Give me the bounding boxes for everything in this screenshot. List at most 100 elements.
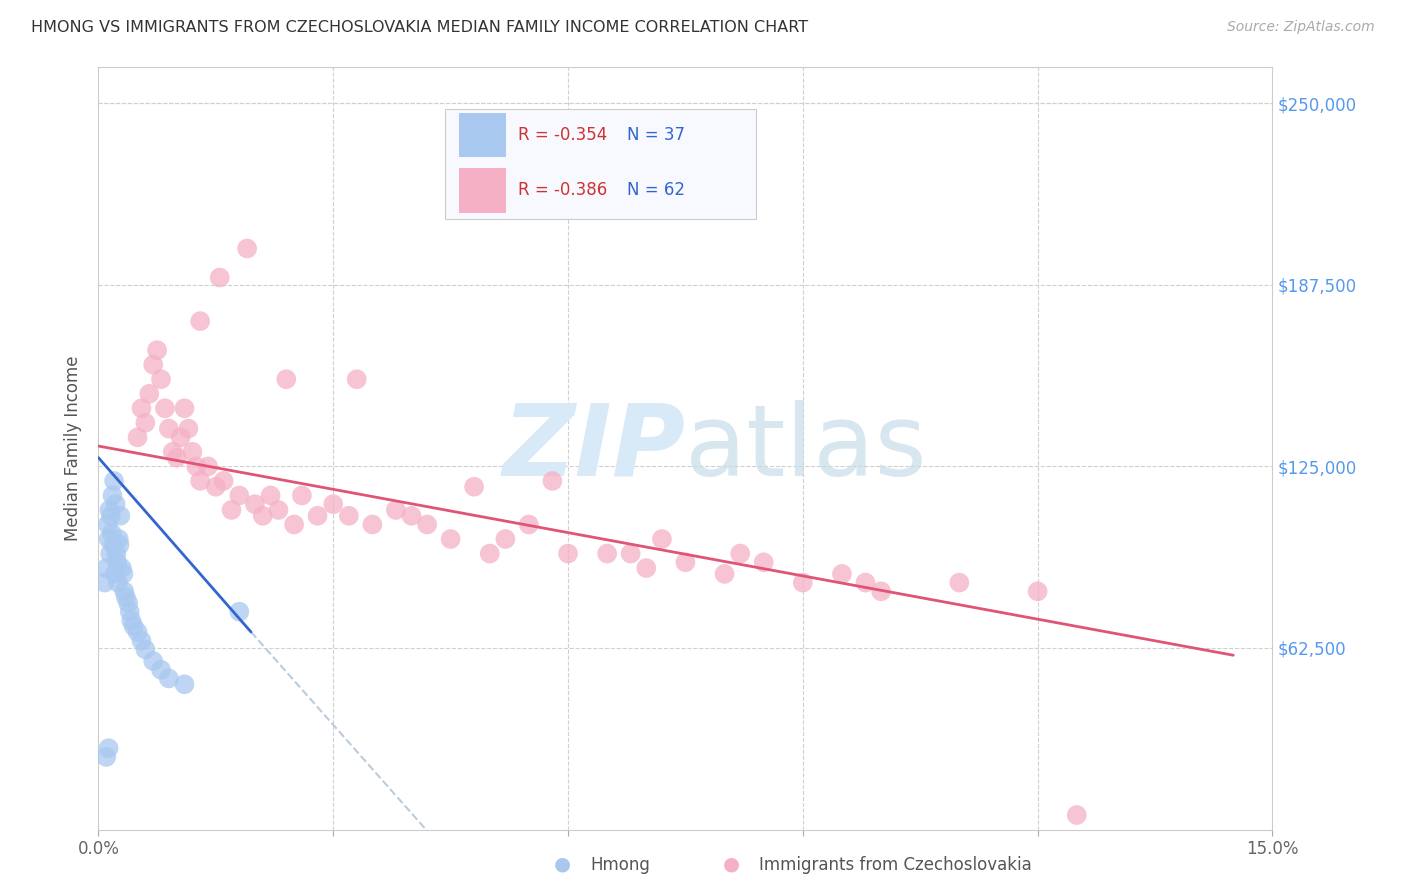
- Point: [134, 416, 156, 430]
- Point: [463, 480, 485, 494]
- Point: [108, 538, 131, 552]
- Point: [112, 566, 135, 581]
- Point: [212, 474, 235, 488]
- Point: [105, 555, 128, 569]
- Point: [93, 575, 115, 590]
- Point: [675, 555, 697, 569]
- Point: [188, 474, 211, 488]
- Point: [267, 503, 290, 517]
- Point: [283, 517, 305, 532]
- Point: [98, 503, 121, 517]
- Point: [127, 625, 149, 640]
- Text: ZIP: ZIP: [502, 400, 686, 497]
- Text: atlas: atlas: [686, 400, 927, 497]
- Point: [541, 474, 564, 488]
- Point: [96, 561, 118, 575]
- Text: Immigrants from Czechoslovakia: Immigrants from Czechoslovakia: [759, 855, 1032, 873]
- Point: [636, 561, 658, 575]
- Point: [385, 503, 408, 517]
- Point: [110, 508, 132, 523]
- Text: R = -0.354: R = -0.354: [517, 126, 607, 145]
- Point: [101, 488, 124, 502]
- Point: [150, 663, 173, 677]
- Point: [138, 386, 160, 401]
- Point: [111, 561, 134, 575]
- Point: [401, 508, 423, 523]
- Point: [157, 672, 180, 686]
- Point: [620, 547, 643, 561]
- Point: [117, 596, 139, 610]
- Point: [122, 619, 145, 633]
- Point: [157, 422, 180, 436]
- Point: [322, 497, 344, 511]
- Point: [651, 532, 673, 546]
- Point: [98, 547, 121, 561]
- Point: [114, 590, 136, 604]
- Point: [153, 401, 176, 416]
- Point: [752, 555, 775, 569]
- Point: [97, 741, 120, 756]
- Text: R = -0.386: R = -0.386: [517, 181, 607, 200]
- Point: [96, 750, 118, 764]
- Point: [169, 430, 191, 444]
- Point: [416, 517, 439, 532]
- Point: [162, 445, 184, 459]
- Point: [361, 517, 384, 532]
- Point: [103, 538, 125, 552]
- Point: [104, 497, 127, 511]
- Point: [221, 503, 243, 517]
- Point: [181, 445, 204, 459]
- Text: N = 37: N = 37: [627, 126, 685, 145]
- Point: [228, 488, 250, 502]
- Point: [118, 605, 141, 619]
- Point: [243, 497, 266, 511]
- Point: [596, 547, 619, 561]
- Point: [870, 584, 893, 599]
- Point: [103, 474, 125, 488]
- FancyBboxPatch shape: [458, 169, 506, 212]
- Point: [97, 517, 120, 532]
- Point: [855, 575, 877, 590]
- Point: [142, 654, 165, 668]
- Point: [150, 372, 173, 386]
- Text: ●: ●: [723, 855, 740, 873]
- Point: [494, 532, 516, 546]
- Text: Hmong: Hmong: [591, 855, 651, 873]
- Point: [713, 566, 735, 581]
- Point: [100, 508, 122, 523]
- Point: [146, 343, 169, 358]
- Point: [112, 584, 135, 599]
- Point: [307, 508, 329, 523]
- Point: [107, 575, 129, 590]
- Point: [134, 642, 156, 657]
- Point: [291, 488, 314, 502]
- Point: [439, 532, 461, 546]
- Point: [948, 575, 970, 590]
- Point: [205, 480, 228, 494]
- Text: N = 62: N = 62: [627, 181, 685, 200]
- Point: [188, 314, 211, 328]
- Point: [228, 605, 250, 619]
- Point: [97, 532, 120, 546]
- Point: [177, 422, 200, 436]
- Point: [142, 358, 165, 372]
- Y-axis label: Median Family Income: Median Family Income: [65, 356, 83, 541]
- Point: [517, 517, 540, 532]
- Text: Source: ZipAtlas.com: Source: ZipAtlas.com: [1227, 20, 1375, 34]
- Point: [259, 488, 281, 502]
- Point: [104, 566, 127, 581]
- Point: [252, 508, 274, 523]
- FancyBboxPatch shape: [458, 113, 506, 157]
- Point: [107, 532, 129, 546]
- Point: [831, 566, 853, 581]
- Point: [131, 633, 153, 648]
- Point: [557, 547, 579, 561]
- Point: [276, 372, 298, 386]
- Point: [120, 613, 142, 627]
- Point: [337, 508, 360, 523]
- Point: [131, 401, 153, 416]
- Point: [173, 401, 195, 416]
- Point: [478, 547, 501, 561]
- Point: [173, 677, 195, 691]
- Text: ●: ●: [554, 855, 571, 873]
